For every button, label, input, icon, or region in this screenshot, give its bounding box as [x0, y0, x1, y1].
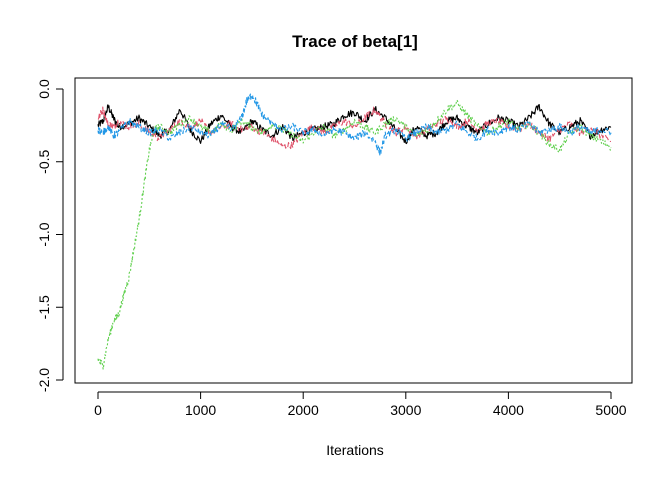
y-tick-label: 0.0 [36, 79, 52, 99]
plot-frame [74, 77, 633, 384]
x-axis-label: Iterations [326, 442, 384, 458]
x-tick-label: 1000 [185, 402, 216, 418]
x-tick-label: 5000 [595, 402, 626, 418]
series-line-4 [97, 93, 612, 156]
chart-title: Trace of beta[1] [292, 32, 418, 51]
x-axis: 0 1000 2000 3000 4000 5000 [94, 391, 627, 418]
x-tick-label: 2000 [288, 402, 319, 418]
y-tick-label: -2.0 [36, 368, 52, 392]
y-tick-label: -1.5 [36, 295, 52, 319]
series-line-3 [97, 99, 612, 370]
series-line-2 [97, 106, 611, 150]
y-axis: 0.0 -0.5 -1.0 -1.5 -2.0 [36, 79, 64, 392]
series-layer [97, 93, 612, 370]
y-tick-label: -1.0 [36, 222, 52, 246]
x-tick-label: 3000 [390, 402, 421, 418]
x-tick-label: 0 [94, 402, 102, 418]
x-tick-label: 4000 [493, 402, 524, 418]
y-tick-label: -0.5 [36, 149, 52, 173]
